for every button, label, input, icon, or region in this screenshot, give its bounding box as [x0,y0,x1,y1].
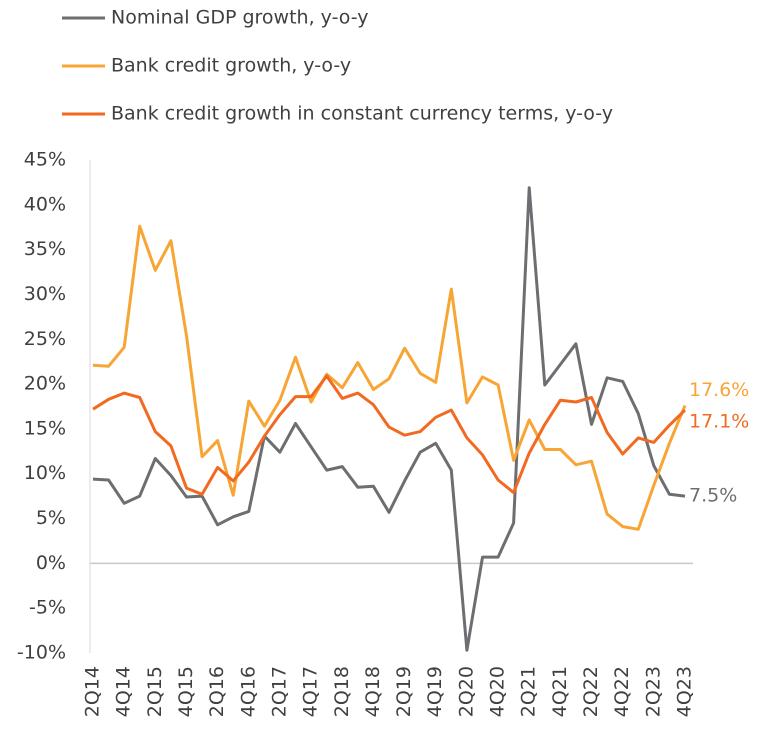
y-tick-label: 5% [36,507,66,529]
y-tick-label: 35% [24,238,66,260]
y-tick-label: 40% [24,193,66,215]
x-tick-label: 4Q20 [487,666,509,717]
y-tick-label: -10% [17,642,66,664]
end-label: 17.1% [689,411,749,433]
end-label: 7.5% [689,485,737,507]
x-tick-label: 4Q17 [300,666,322,717]
x-tick-label: 2Q18 [331,666,353,717]
x-tick-label: 2Q17 [268,666,290,717]
x-tick-label: 2Q20 [455,666,477,717]
legend-label: Bank credit growth in constant currency … [111,103,613,125]
series-line [92,186,686,652]
x-tick-label: 4Q19 [424,666,446,717]
y-tick-label: 30% [24,283,66,305]
x-tick-label: 2Q16 [206,666,228,717]
x-tick-label: 4Q21 [549,666,571,717]
x-tick-label: 4Q15 [175,666,197,717]
series-line [92,374,687,496]
x-tick-label: 4Q18 [362,666,384,717]
x-tick-label: 4Q14 [113,666,135,717]
y-tick-label: 15% [24,417,66,439]
x-tick-label: 2Q22 [580,666,602,717]
x-tick-label: 2Q14 [82,666,104,717]
y-tick-label: -5% [29,597,66,619]
y-tick-label: 45% [24,149,66,171]
x-tick-label: 2Q15 [144,666,166,717]
y-tick-label: 25% [24,328,66,350]
x-tick-label: 2Q21 [518,666,540,717]
x-tick-label: 2Q19 [393,666,415,717]
series-line [92,224,687,531]
x-tick-label: 2Q23 [642,666,664,717]
x-tick-label: 4Q16 [237,666,259,717]
legend-label: Bank credit growth, y-o-y [111,55,351,77]
y-tick-label: 20% [24,373,66,395]
x-tick-label: 4Q22 [611,666,633,717]
end-label: 17.6% [689,379,749,401]
y-tick-label: 10% [24,462,66,484]
x-tick-label: 4Q23 [674,666,696,717]
y-tick-label: 0% [36,552,66,574]
legend-label: Nominal GDP growth, y-o-y [111,7,369,29]
